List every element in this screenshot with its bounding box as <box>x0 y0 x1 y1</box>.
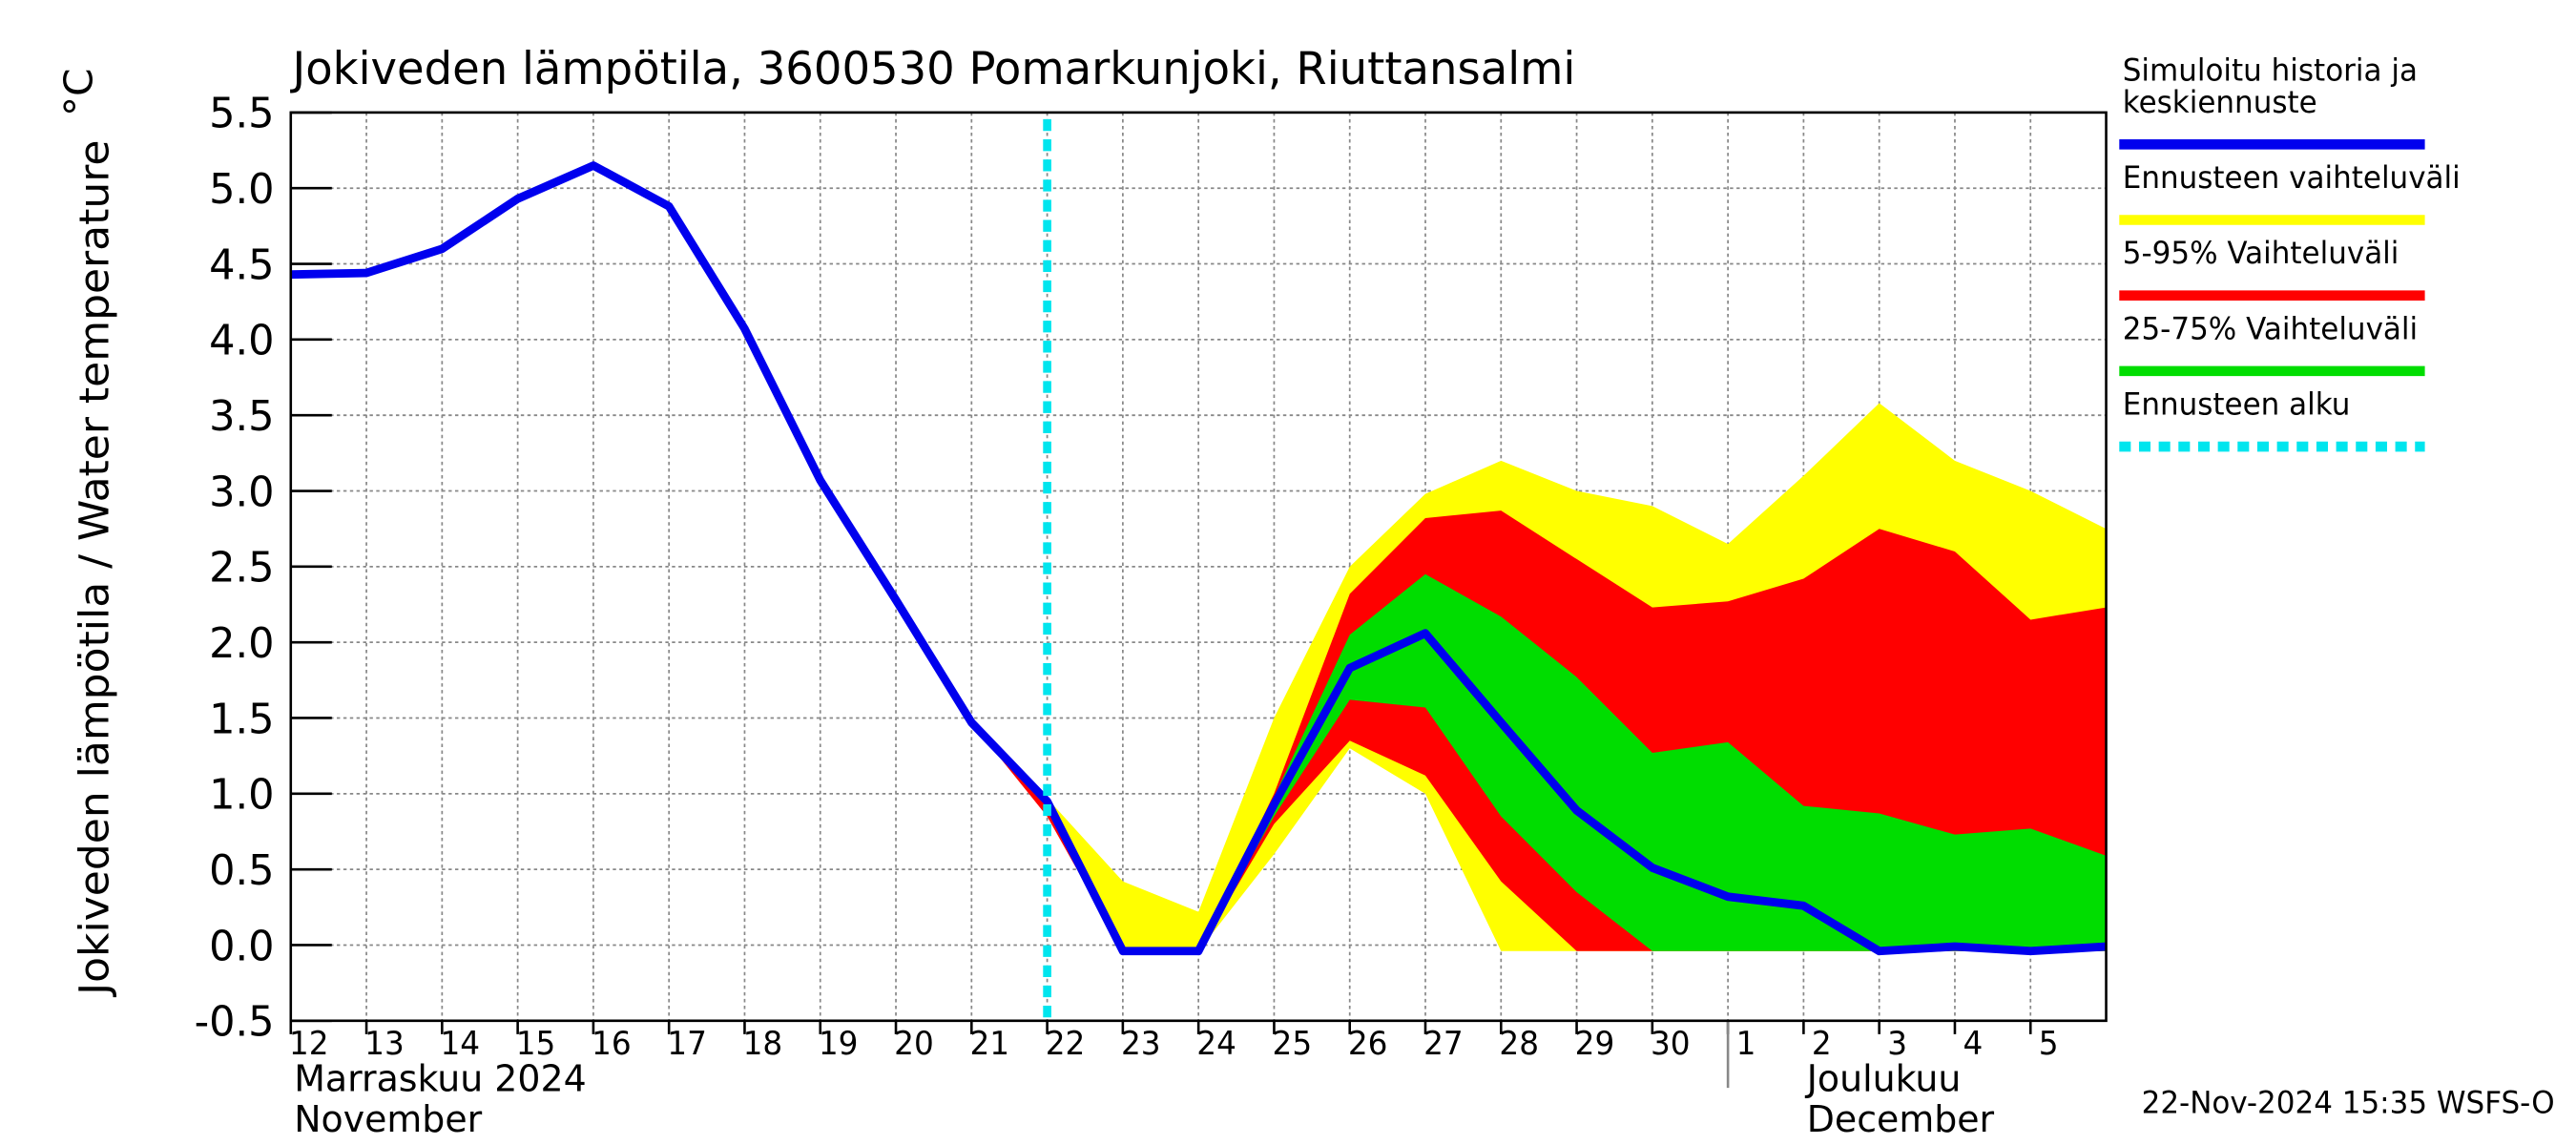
x-tick-label: 12 <box>289 1025 329 1062</box>
y-tick-label: 5.0 <box>209 166 274 215</box>
x-tick-label: 28 <box>1499 1025 1539 1062</box>
x-tick-label: 17 <box>667 1025 707 1062</box>
x-tick-label: 20 <box>894 1025 934 1062</box>
y-unit: °C <box>55 68 101 116</box>
y-tick-label: -0.5 <box>195 998 275 1047</box>
y-tick-label: 4.0 <box>209 317 274 365</box>
legend-label: Ennusteen alku <box>2123 387 2351 422</box>
legend-label: 25-75% Vaihteluväli <box>2123 312 2418 346</box>
legend-label: Ennusteen vaihteluväli <box>2123 161 2461 196</box>
y-tick-label: 1.0 <box>209 771 274 820</box>
footer: 22-Nov-2024 15:35 WSFS-O <box>2142 1086 2555 1120</box>
y-tick-label: 5.5 <box>209 90 274 138</box>
x-tick-label: 25 <box>1273 1025 1313 1062</box>
y-tick-label: 4.5 <box>209 241 274 290</box>
x-tick-label: 2 <box>1812 1025 1832 1062</box>
y-tick-label: 3.5 <box>209 393 274 442</box>
y-axis-label: Jokiveden lämpötila / Water temperature <box>72 140 118 998</box>
x-tick-label: 30 <box>1651 1025 1691 1062</box>
x-tick-label: 22 <box>1046 1025 1086 1062</box>
month-label: Joulukuu December <box>1805 1057 1995 1141</box>
y-tick-label: 1.5 <box>209 696 274 744</box>
x-tick-label: 18 <box>743 1025 783 1062</box>
x-tick-label: 5 <box>2039 1025 2059 1062</box>
y-tick-label: 2.0 <box>209 620 274 669</box>
x-tick-label: 3 <box>1887 1025 1907 1062</box>
x-tick-label: 16 <box>592 1025 632 1062</box>
x-tick-label: 21 <box>969 1025 1009 1062</box>
month-label: Marraskuu 2024 November <box>294 1057 586 1141</box>
legend: Simuloitu historia ja keskiennuste Ennuste… <box>2119 53 2461 452</box>
x-tick-label: 27 <box>1423 1025 1464 1062</box>
x-tick-label: 26 <box>1348 1025 1388 1062</box>
x-tick-label: 4 <box>1963 1025 1983 1062</box>
legend-label: Simuloitu historia ja keskiennuste <box>2123 53 2418 120</box>
lines <box>290 118 2107 1021</box>
y-tick-label: 2.5 <box>209 544 274 593</box>
y-tick-label: 0.0 <box>209 923 274 971</box>
y-tick-label: 3.0 <box>209 468 274 517</box>
plot-frame <box>289 111 2108 1023</box>
x-tick-label: 15 <box>516 1025 556 1062</box>
x-tick-label: 14 <box>440 1025 480 1062</box>
y-tick-label: 0.5 <box>209 847 274 896</box>
x-tick-label: 29 <box>1575 1025 1615 1062</box>
chart-title: Jokiveden lämpötila, 3600530 Pomarkunjok… <box>290 43 1576 96</box>
line <box>290 161 2107 956</box>
x-tick-label: 1 <box>1736 1025 1756 1062</box>
x-tick-label: 13 <box>364 1025 405 1062</box>
x-tick-label: 23 <box>1121 1025 1161 1062</box>
axes: -0.5 0.0 0.5 1.0 1.5 2.0 2.5 3.0 3.5 4.0 4.5 5.0 5.5… <box>195 90 2108 1141</box>
x-tick-label: 19 <box>819 1025 859 1062</box>
x-tick-label: 24 <box>1196 1025 1236 1062</box>
legend-label: 5-95% Vaihteluväli <box>2123 237 2399 271</box>
